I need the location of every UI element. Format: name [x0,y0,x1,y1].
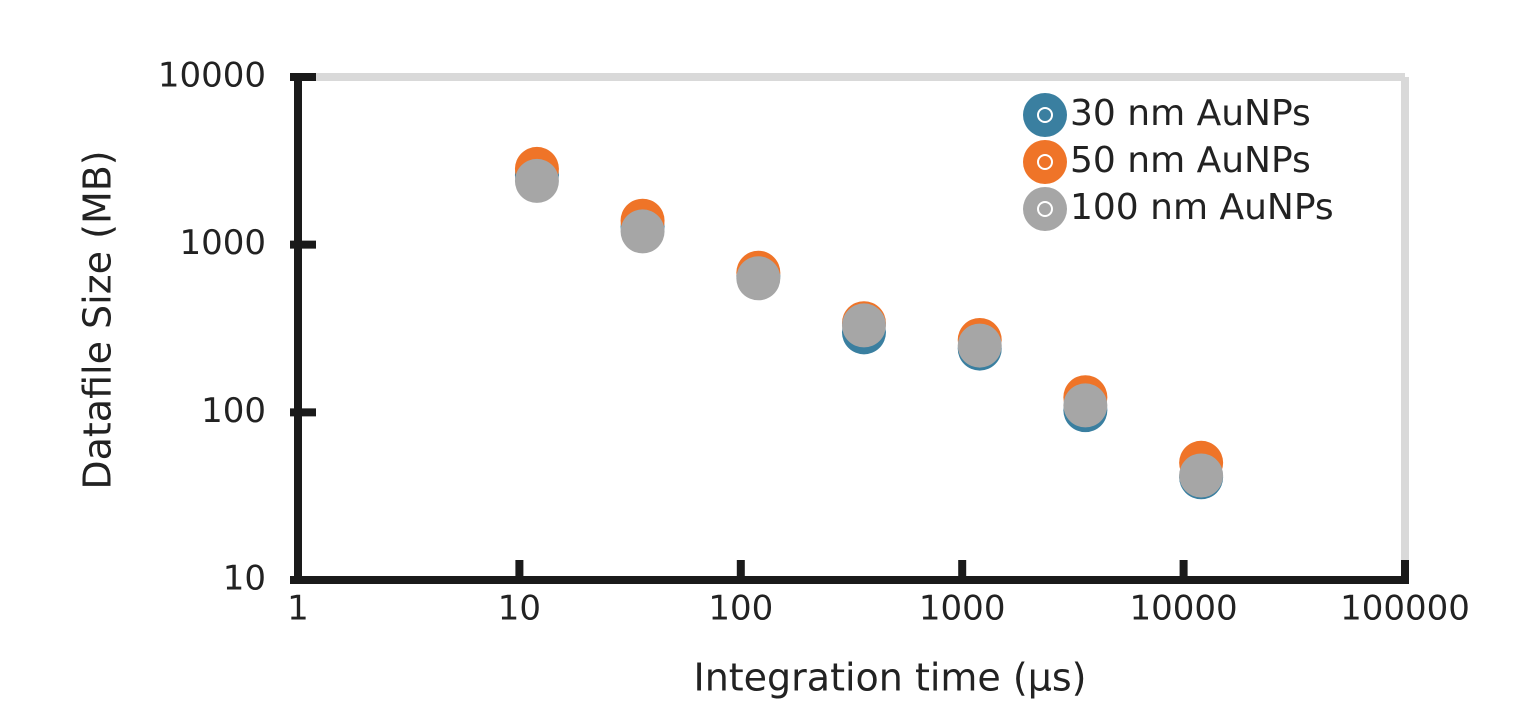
y-tick-label: 100 [201,391,266,431]
y-tick-label: 1000 [179,223,266,263]
legend-label: 100 nm AuNPs [1070,187,1334,228]
legend-marker-dot [1037,154,1053,170]
x-axis-label: Integration time (μs) [693,656,1086,700]
x-tick-label: 1000 [919,589,1006,629]
legend-marker [1023,93,1067,137]
x-tick-label: 100000 [1340,589,1470,629]
legend-label: 30 nm AuNPs [1070,93,1311,134]
point [620,209,665,254]
point [514,158,559,203]
point [957,323,1002,368]
y-tick-label: 10 [223,559,266,599]
legend-marker-dot [1037,201,1053,217]
y-axis-label: Datafile Size (MB) [76,150,120,489]
x-tick-label: 100 [708,589,773,629]
x-tick-label: 1 [287,589,309,629]
legend-label: 50 nm AuNPs [1070,140,1311,181]
point [736,256,781,301]
x-tick-label: 10 [498,589,541,629]
legend-marker-dot [1037,107,1053,123]
y-tick-label: 10000 [158,56,266,96]
legend-marker [1023,140,1067,184]
x-tick-label: 10000 [1130,589,1238,629]
point [1179,453,1224,498]
point [1063,383,1108,428]
point [841,303,886,348]
legend-marker [1023,187,1067,231]
